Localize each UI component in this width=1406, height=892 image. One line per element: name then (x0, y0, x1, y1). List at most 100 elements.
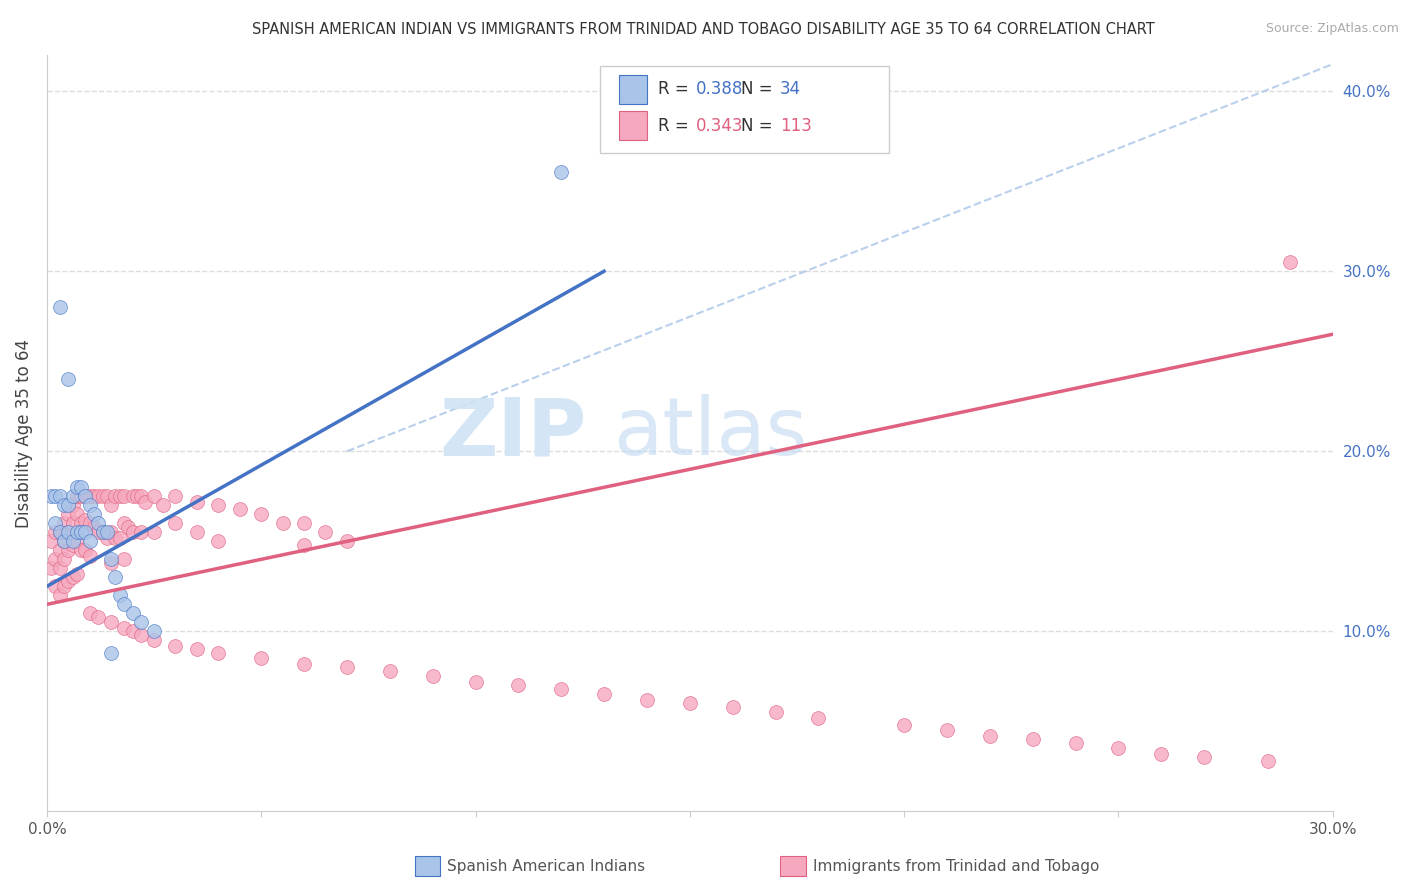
Point (48, 588, 70, 602)
Point (48, 489, 70, 503)
Point (143, 489, 166, 503)
Point (58, 574, 80, 588)
Point (104, 570, 127, 584)
FancyBboxPatch shape (619, 112, 647, 140)
Point (39, 561, 62, 575)
Text: N =: N = (741, 80, 778, 98)
Point (75, 525, 97, 540)
Point (165, 516, 187, 531)
Point (315, 525, 337, 540)
Point (143, 624, 166, 639)
Point (62, 499, 84, 513)
Point (70, 525, 93, 540)
Point (62, 516, 84, 531)
Text: 0.343: 0.343 (696, 117, 744, 135)
Point (292, 516, 315, 531)
Point (66, 534, 89, 549)
Point (39, 534, 62, 549)
Point (893, 718, 915, 732)
Point (62, 489, 84, 503)
Point (48, 543, 70, 558)
Point (250, 651, 273, 665)
Point (58, 499, 80, 513)
Point (100, 552, 122, 566)
Point (186, 642, 208, 657)
Point (44, 489, 66, 503)
Text: Immigrants from Trinidad and Tobago: Immigrants from Trinidad and Tobago (813, 859, 1099, 873)
Point (91, 525, 114, 540)
Point (679, 697, 702, 711)
Point (117, 520, 139, 534)
Point (1064, 736, 1087, 750)
Point (44, 579, 66, 593)
Point (1192, 750, 1215, 764)
Point (53, 534, 76, 549)
Point (91, 525, 114, 540)
Point (1257, 754, 1279, 768)
Point (79, 534, 101, 549)
Point (87, 525, 110, 540)
Point (53, 552, 76, 566)
Point (112, 516, 135, 531)
Point (550, 681, 572, 696)
Point (62, 570, 84, 584)
Point (53, 534, 76, 549)
Point (134, 494, 156, 508)
Point (721, 700, 744, 714)
Point (44, 552, 66, 566)
Point (121, 525, 143, 540)
Point (807, 711, 830, 725)
Point (378, 664, 401, 678)
Point (112, 489, 135, 503)
Point (79, 516, 101, 531)
Point (207, 499, 229, 513)
Point (250, 508, 273, 522)
Point (464, 674, 486, 689)
Point (75, 543, 97, 558)
Point (83, 520, 105, 534)
Point (129, 628, 152, 642)
Point (636, 693, 658, 707)
Point (152, 499, 174, 513)
Point (100, 615, 122, 630)
Point (121, 489, 143, 503)
Point (165, 489, 187, 503)
Point (70, 516, 93, 531)
Point (108, 588, 131, 602)
FancyBboxPatch shape (619, 75, 647, 103)
Point (100, 556, 122, 570)
Point (129, 489, 152, 503)
Point (508, 678, 530, 692)
Point (96, 531, 118, 545)
Point (58, 525, 80, 540)
Point (108, 489, 131, 503)
Point (66, 525, 89, 540)
Point (79, 607, 101, 621)
Point (83, 508, 105, 522)
Point (292, 538, 315, 552)
Point (186, 525, 208, 540)
Point (336, 660, 359, 674)
Point (143, 525, 166, 540)
Point (165, 639, 187, 653)
Point (83, 489, 105, 503)
Point (87, 516, 110, 531)
Point (53, 516, 76, 531)
Y-axis label: Disability Age 35 to 64: Disability Age 35 to 64 (15, 339, 32, 528)
Point (91, 489, 114, 503)
Point (129, 615, 152, 630)
Point (96, 489, 118, 503)
Point (58, 508, 80, 522)
Point (593, 687, 616, 701)
Point (422, 669, 444, 683)
Point (112, 552, 135, 566)
Point (48, 525, 70, 540)
Point (70, 543, 93, 558)
Point (271, 516, 294, 531)
Point (48, 525, 70, 540)
Point (66, 480, 89, 494)
Text: R =: R = (658, 80, 693, 98)
Point (112, 598, 135, 612)
Point (100, 499, 122, 513)
Point (62, 534, 84, 549)
